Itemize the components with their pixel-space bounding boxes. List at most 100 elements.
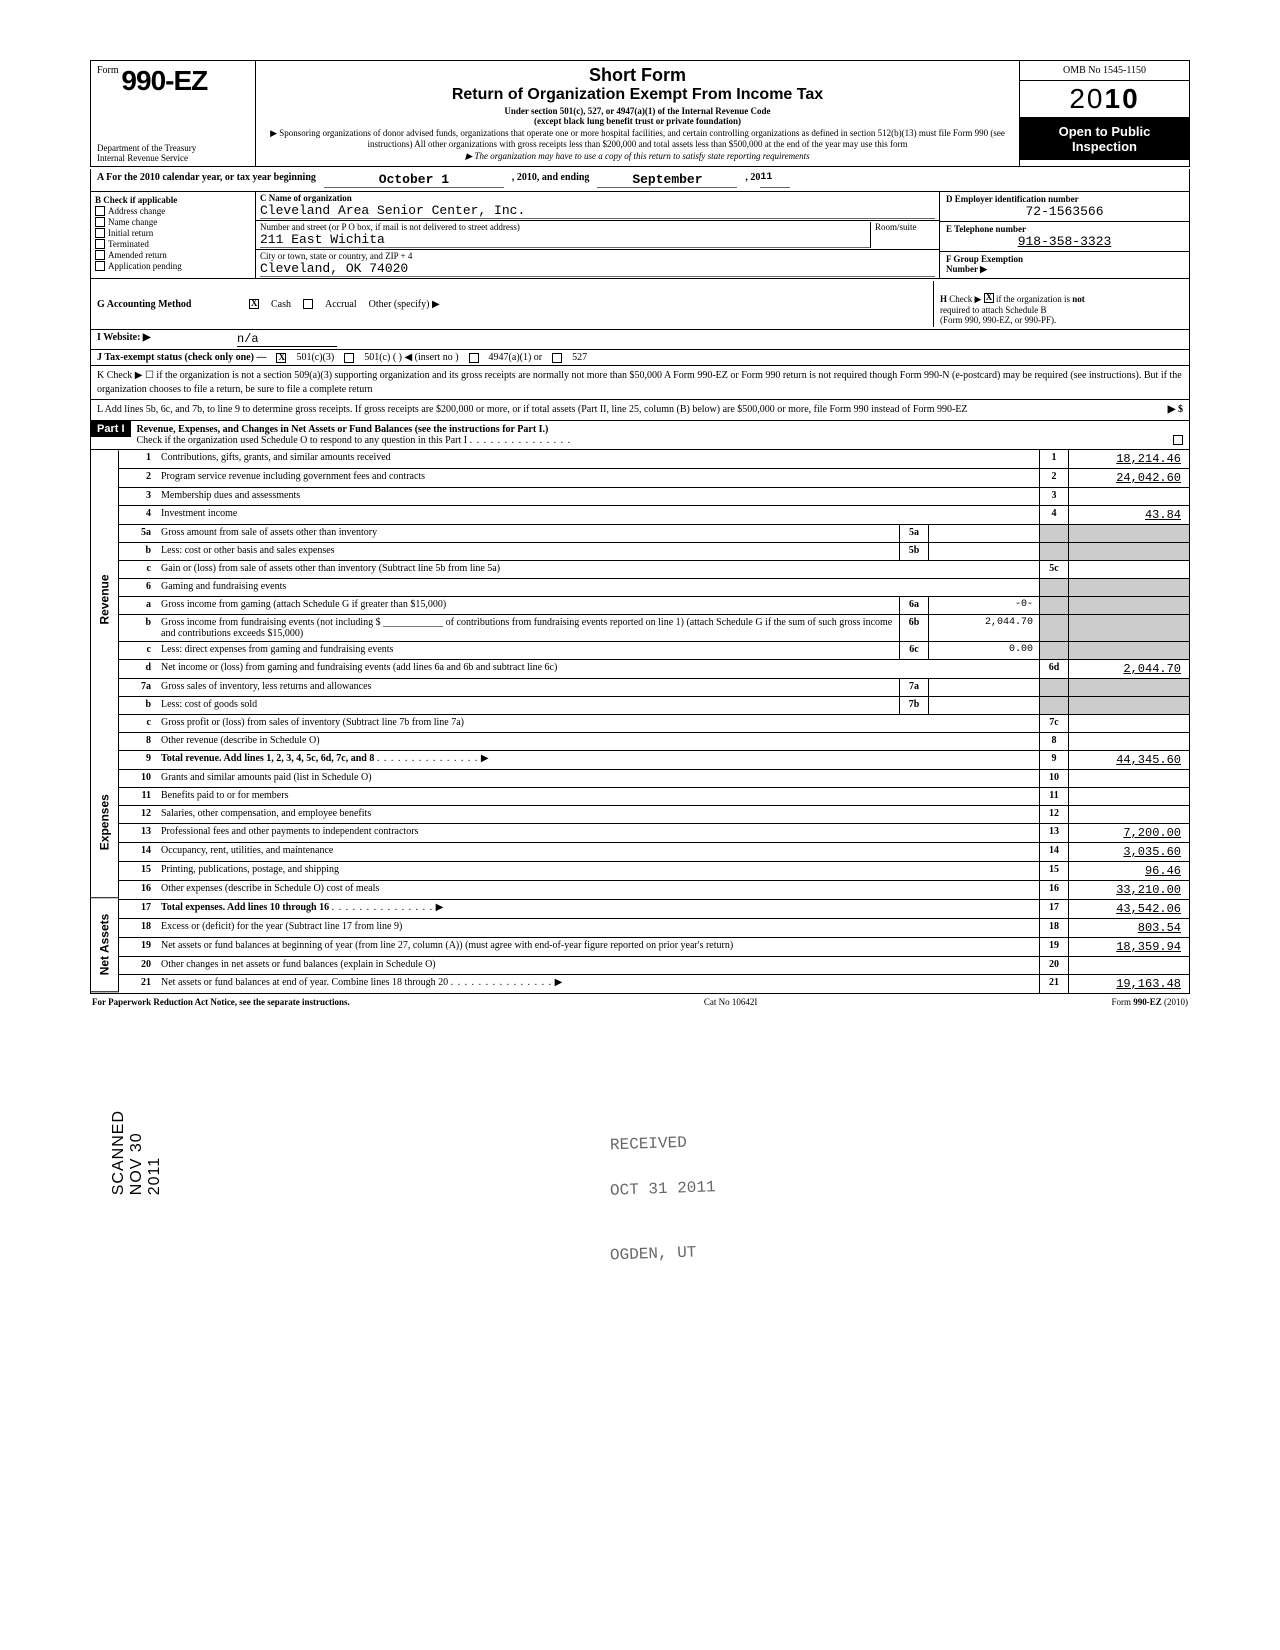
inner-box-val[interactable]: 2,044.70 bbox=[929, 615, 1039, 641]
chk-terminated[interactable]: Terminated bbox=[95, 239, 251, 249]
inner-box-val[interactable] bbox=[929, 525, 1039, 542]
amount[interactable]: 43.84 bbox=[1069, 506, 1189, 524]
amount[interactable]: 18,359.94 bbox=[1069, 938, 1189, 956]
line-5a: 5aGross amount from sale of assets other… bbox=[119, 525, 1189, 543]
amount[interactable]: 803.54 bbox=[1069, 919, 1189, 937]
amount[interactable]: 7,200.00 bbox=[1069, 824, 1189, 842]
amount[interactable] bbox=[1069, 597, 1189, 614]
line-desc: Contributions, gifts, grants, and simila… bbox=[157, 450, 1039, 468]
amount[interactable] bbox=[1069, 697, 1189, 714]
line-num: c bbox=[119, 715, 157, 732]
amount[interactable]: 33,210.00 bbox=[1069, 881, 1189, 899]
line-desc: Less: direct expenses from gaming and fu… bbox=[157, 642, 899, 659]
amount[interactable]: 96.46 bbox=[1069, 862, 1189, 880]
line-num: 8 bbox=[119, 733, 157, 750]
inner-box-val[interactable]: 0.00 bbox=[929, 642, 1039, 659]
amount[interactable] bbox=[1069, 770, 1189, 787]
ein-value[interactable]: 72-1563566 bbox=[946, 204, 1183, 219]
i-label: I Website: ▶ bbox=[97, 332, 237, 347]
line-6a: aGross income from gaming (attach Schedu… bbox=[119, 597, 1189, 615]
chk-schedule-o[interactable] bbox=[1173, 435, 1183, 445]
amount[interactable] bbox=[1069, 957, 1189, 974]
line-20: 20Other changes in net assets or fund ba… bbox=[119, 957, 1189, 975]
chk-4947[interactable] bbox=[469, 353, 479, 363]
line-10: 10Grants and similar amounts paid (list … bbox=[119, 770, 1189, 788]
chk-501c[interactable] bbox=[344, 353, 354, 363]
right-num bbox=[1039, 679, 1069, 696]
amount[interactable] bbox=[1069, 579, 1189, 596]
line-16: 16Other expenses (describe in Schedule O… bbox=[119, 881, 1189, 900]
right-num: 10 bbox=[1039, 770, 1069, 787]
line-4: 4Investment income443.84 bbox=[119, 506, 1189, 525]
inner-box-val[interactable]: -0- bbox=[929, 597, 1039, 614]
part1-table: Revenue Expenses Net Assets 1Contributio… bbox=[90, 450, 1190, 994]
line-7a: 7aGross sales of inventory, less returns… bbox=[119, 679, 1189, 697]
title-short-form: Short Form bbox=[266, 65, 1009, 86]
amount[interactable]: 43,542.06 bbox=[1069, 900, 1189, 918]
amount[interactable]: 24,042.60 bbox=[1069, 469, 1189, 487]
right-num: 11 bbox=[1039, 788, 1069, 805]
line-num: c bbox=[119, 561, 157, 578]
line-num: 18 bbox=[119, 919, 157, 937]
amount[interactable] bbox=[1069, 642, 1189, 659]
line-num: a bbox=[119, 597, 157, 614]
amount[interactable] bbox=[1069, 788, 1189, 805]
chk-cash[interactable] bbox=[249, 299, 259, 309]
amount[interactable] bbox=[1069, 733, 1189, 750]
line-desc: Total revenue. Add lines 1, 2, 3, 4, 5c,… bbox=[157, 751, 1039, 769]
chk-527[interactable] bbox=[552, 353, 562, 363]
right-num: 3 bbox=[1039, 488, 1069, 505]
right-num: 12 bbox=[1039, 806, 1069, 823]
chk-app-pending[interactable]: Application pending bbox=[95, 261, 251, 271]
amount[interactable] bbox=[1069, 715, 1189, 732]
amount[interactable] bbox=[1069, 543, 1189, 560]
tax-year-end-yr[interactable]: 11 bbox=[760, 172, 790, 188]
amount[interactable]: 2,044.70 bbox=[1069, 660, 1189, 678]
side-revenue: Revenue bbox=[91, 450, 119, 748]
amount[interactable] bbox=[1069, 615, 1189, 641]
inner-box-val[interactable] bbox=[929, 697, 1039, 714]
chk-schedule-b[interactable] bbox=[984, 293, 994, 303]
line-num: 13 bbox=[119, 824, 157, 842]
amount[interactable] bbox=[1069, 525, 1189, 542]
website-value[interactable]: n/a bbox=[237, 332, 337, 347]
part1-title: Revenue, Expenses, and Changes in Net As… bbox=[137, 424, 549, 435]
org-street[interactable]: 211 East Wichita bbox=[260, 232, 870, 248]
b-label: B Check if applicable bbox=[95, 195, 251, 205]
phone-value[interactable]: 918-358-3323 bbox=[946, 234, 1183, 249]
chk-initial-return[interactable]: Initial return bbox=[95, 228, 251, 238]
header-sub2: ▶ Sponsoring organizations of donor advi… bbox=[266, 128, 1009, 149]
open-to-public: Open to Public Inspection bbox=[1020, 118, 1189, 160]
amount[interactable] bbox=[1069, 488, 1189, 505]
line-5b: bLess: cost or other basis and sales exp… bbox=[119, 543, 1189, 561]
amount[interactable] bbox=[1069, 561, 1189, 578]
tax-year-begin[interactable]: October 1 bbox=[324, 172, 504, 188]
line-num: 17 bbox=[119, 900, 157, 918]
row-k: K Check ▶ ☐ if the organization is not a… bbox=[90, 366, 1190, 400]
inner-box-val[interactable] bbox=[929, 679, 1039, 696]
line-num: 3 bbox=[119, 488, 157, 505]
chk-501c3[interactable] bbox=[276, 353, 286, 363]
tax-year-end-month[interactable]: September bbox=[597, 172, 737, 188]
amount[interactable] bbox=[1069, 806, 1189, 823]
line-desc: Net income or (loss) from gaming and fun… bbox=[157, 660, 1039, 678]
amount[interactable]: 19,163.48 bbox=[1069, 975, 1189, 993]
line-desc: Less: cost of goods sold bbox=[157, 697, 899, 714]
amount[interactable]: 18,214.46 bbox=[1069, 450, 1189, 468]
chk-accrual[interactable] bbox=[303, 299, 313, 309]
inner-box-val[interactable] bbox=[929, 543, 1039, 560]
chk-amended[interactable]: Amended return bbox=[95, 250, 251, 260]
amount[interactable]: 44,345.60 bbox=[1069, 751, 1189, 769]
right-num bbox=[1039, 615, 1069, 641]
line-num: 15 bbox=[119, 862, 157, 880]
amount[interactable]: 3,035.60 bbox=[1069, 843, 1189, 861]
right-num bbox=[1039, 579, 1069, 596]
chk-name-change[interactable]: Name change bbox=[95, 217, 251, 227]
org-city[interactable]: Cleveland, OK 74020 bbox=[260, 261, 935, 277]
room-suite-label: Room/suite bbox=[870, 222, 935, 248]
amount[interactable] bbox=[1069, 679, 1189, 696]
inner-box-num: 5b bbox=[899, 543, 929, 560]
chk-address-change[interactable]: Address change bbox=[95, 206, 251, 216]
line-num: d bbox=[119, 660, 157, 678]
org-name[interactable]: Cleveland Area Senior Center, Inc. bbox=[260, 203, 935, 219]
